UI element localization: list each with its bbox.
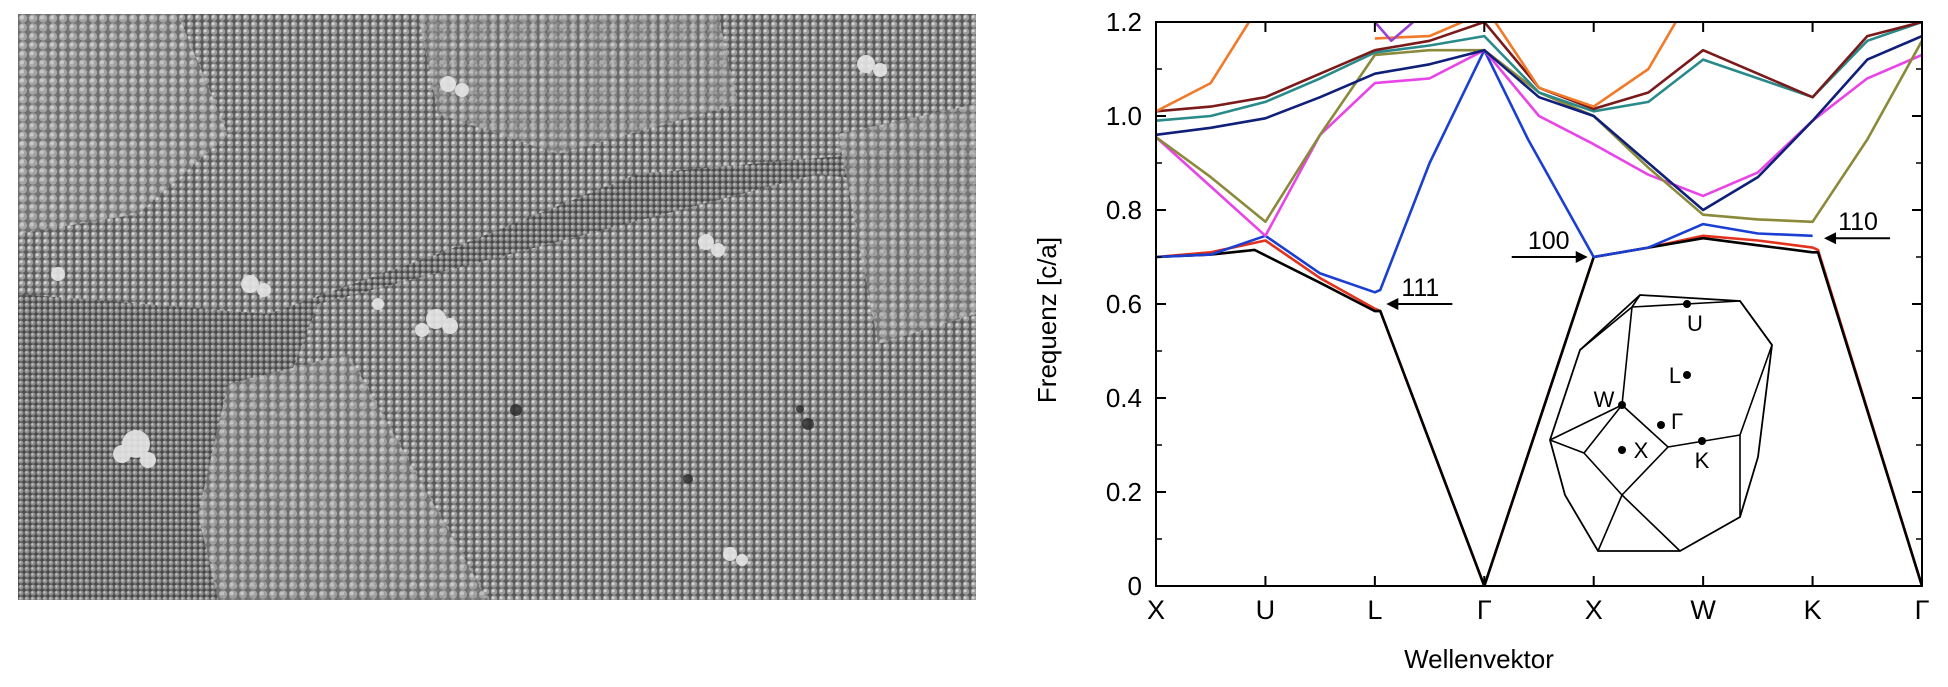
inset-edge [1583,452,1623,496]
annotation-label: 100 [1528,227,1570,255]
band-line-3 [1156,48,1813,294]
inset-edge [1597,494,1623,552]
y-tick-label: 0.2 [1106,477,1142,507]
inset-point-label: Γ [1671,409,1683,434]
inset-edge [1583,404,1623,454]
inset-edge [1621,446,1669,496]
band-line-6 [1156,34,1922,212]
x-tick-label: L [1367,595,1382,625]
sem-micrograph-icon [18,14,976,600]
y-axis-label: Frequenz [c/a] [1032,237,1062,403]
inset-point-label: K [1695,448,1710,473]
inset-point-dot [1618,401,1626,409]
band-line-7 [1156,22,1922,122]
y-tick-label: 0.8 [1106,195,1142,225]
inset-point-dot [1683,371,1691,379]
inset-edge [1739,344,1773,436]
band-line-11 [1494,22,1677,108]
axes: 00.20.40.60.81.01.2X U L Γ X W K Γ [1106,7,1930,625]
inset-point-dot [1698,437,1706,445]
inset-edge [1549,439,1585,454]
inset-edge [1621,494,1681,552]
inset-edge [1631,294,1641,308]
annotation-label: 110 [1838,208,1878,236]
y-tick-label: 0.6 [1106,289,1142,319]
plot-area [1156,22,1922,586]
band-line-4 [1156,48,1922,238]
y-tick-label: 0.4 [1106,383,1142,413]
x-tick-label: X [1585,595,1603,625]
sem-micrograph-image [18,14,976,600]
inset-point-dot [1683,300,1691,308]
x-tick-label: K [1804,595,1822,625]
inset-point-dot [1657,421,1665,429]
x-tick-label: U [1256,595,1276,625]
band-line-2 [1156,236,1922,586]
inset-point-label: X [1634,438,1649,463]
y-tick-label: 0 [1128,571,1142,601]
inset-point-label: U [1687,311,1703,336]
plot-frame [1155,21,1923,587]
annotations: 111 100 110 [1386,208,1891,310]
inset-edge [1579,306,1633,351]
annotation-arrow-head [1824,232,1837,245]
brillouin-zone-inset: U L W ΓX K [1549,294,1773,552]
inset-point-label: W [1594,387,1615,412]
annotation-label: 111 [1401,274,1439,302]
x-tick-label: W [1690,595,1716,625]
band-line-5 [1156,40,1922,224]
annotation-arrow-head [1575,251,1588,263]
y-tick-label: 1.2 [1106,7,1142,37]
band-structure-chart: 0 0.2 0.4 0.6 0.8 1.0 1.2 X U L Γ X W K Γ Frequenz [c/… [1010,0,1948,682]
band-structure-svg: 00.20.40.60.81.01.2X U L Γ X W K Γ Frequenz [c/… [1032,7,1930,674]
inset-edge [1621,306,1633,406]
inset-edge [1549,404,1623,441]
inset-edge [1739,300,1773,346]
annotation-arrow-head [1386,298,1399,310]
y-tick-label: 1.0 [1106,101,1142,131]
inset-point-dot [1618,446,1626,454]
inset-edge [1621,404,1669,448]
band-line-1 [1156,234,1922,586]
x-axis-label: Wellenvektor [1404,644,1554,674]
band-line-9 [1156,22,1251,113]
band-line-12 [1373,22,1415,43]
x-tick-label: Γ [1477,595,1492,625]
x-tick-label: X [1147,595,1165,625]
x-tick-label: Γ [1915,595,1930,625]
inset-point-label: L [1669,363,1681,388]
